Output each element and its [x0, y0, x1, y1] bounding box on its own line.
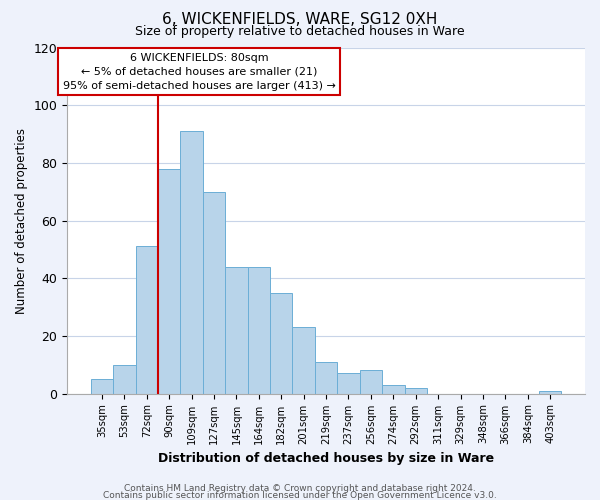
Bar: [136, 246, 158, 394]
Text: 6, WICKENFIELDS, WARE, SG12 0XH: 6, WICKENFIELDS, WARE, SG12 0XH: [163, 12, 437, 28]
Bar: [539, 390, 562, 394]
Bar: [225, 266, 248, 394]
Bar: [360, 370, 382, 394]
Bar: [404, 388, 427, 394]
Bar: [248, 266, 270, 394]
Text: Contains HM Land Registry data © Crown copyright and database right 2024.: Contains HM Land Registry data © Crown c…: [124, 484, 476, 493]
Bar: [181, 131, 203, 394]
Bar: [91, 379, 113, 394]
Text: Size of property relative to detached houses in Ware: Size of property relative to detached ho…: [135, 25, 465, 38]
Bar: [337, 374, 360, 394]
Bar: [158, 168, 181, 394]
Bar: [270, 292, 292, 394]
Text: 6 WICKENFIELDS: 80sqm
← 5% of detached houses are smaller (21)
95% of semi-detac: 6 WICKENFIELDS: 80sqm ← 5% of detached h…: [63, 52, 335, 90]
X-axis label: Distribution of detached houses by size in Ware: Distribution of detached houses by size …: [158, 452, 494, 465]
Bar: [203, 192, 225, 394]
Bar: [292, 327, 315, 394]
Bar: [382, 385, 404, 394]
Bar: [315, 362, 337, 394]
Y-axis label: Number of detached properties: Number of detached properties: [15, 128, 28, 314]
Text: Contains public sector information licensed under the Open Government Licence v3: Contains public sector information licen…: [103, 491, 497, 500]
Bar: [113, 364, 136, 394]
